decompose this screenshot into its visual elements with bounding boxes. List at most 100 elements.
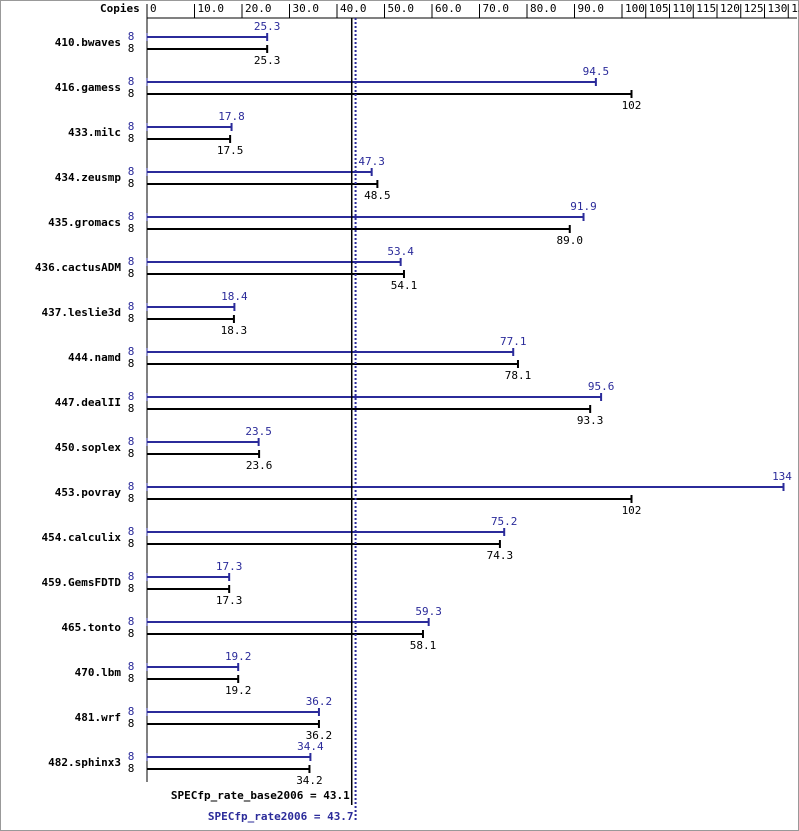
copies-label: 8 [128, 615, 135, 628]
x-tick-label: 135 [791, 2, 799, 15]
copies-label: 8 [128, 300, 135, 313]
copies-label: 8 [128, 312, 135, 325]
value-label: 17.3 [216, 560, 243, 573]
value-label: 47.3 [358, 155, 385, 168]
copies-label: 8 [128, 435, 135, 448]
copies-label: 8 [128, 30, 135, 43]
copies-label: 8 [128, 210, 135, 223]
value-label: 59.3 [415, 605, 442, 618]
x-tick-label: 0 [150, 2, 157, 15]
value-label: 94.5 [583, 65, 610, 78]
copies-label: 8 [128, 750, 135, 763]
category-label: 481.wrf [75, 711, 121, 724]
value-label: 19.2 [225, 684, 252, 697]
copies-label: 8 [128, 222, 135, 235]
category-label: 470.lbm [75, 666, 122, 679]
copies-label: 8 [128, 402, 135, 415]
category-label: 437.leslie3d [42, 306, 121, 319]
copies-label: 8 [128, 660, 135, 673]
copies-label: 8 [128, 165, 135, 178]
value-label: 102 [622, 99, 642, 112]
copies-label: 8 [128, 492, 135, 505]
value-label: 102 [622, 504, 642, 517]
value-label: 54.1 [391, 279, 418, 292]
value-label: 48.5 [364, 189, 391, 202]
x-tick-label: 105 [649, 2, 669, 15]
copies-label: 8 [128, 717, 135, 730]
reference-label: SPECfp_rate_base2006 = 43.1 [171, 789, 350, 802]
value-label: 23.5 [245, 425, 272, 438]
x-tick-label: 50.0 [388, 2, 415, 15]
copies-label: 8 [128, 762, 135, 775]
copies-label: 8 [128, 627, 135, 640]
value-label: 23.6 [246, 459, 273, 472]
copies-label: 8 [128, 447, 135, 460]
copies-label: 8 [128, 132, 135, 145]
x-tick-label: 30.0 [293, 2, 320, 15]
category-label: 435.gromacs [48, 216, 121, 229]
copies-header: Copies [100, 2, 140, 15]
x-tick-label: 70.0 [483, 2, 510, 15]
category-label: 482.sphinx3 [48, 756, 121, 769]
value-label: 53.4 [387, 245, 414, 258]
category-label: 465.tonto [61, 621, 121, 634]
x-tick-label: 100 [625, 2, 645, 15]
reference-label: SPECfp_rate2006 = 43.7 [208, 810, 354, 823]
x-tick-label: 40.0 [340, 2, 367, 15]
value-label: 75.2 [491, 515, 518, 528]
category-label: 447.dealII [55, 396, 121, 409]
value-label: 95.6 [588, 380, 615, 393]
copies-label: 8 [128, 87, 135, 100]
copies-label: 8 [128, 75, 135, 88]
x-tick-label: 130 [768, 2, 788, 15]
category-label: 434.zeusmp [55, 171, 122, 184]
category-label: 410.bwaves [55, 36, 121, 49]
copies-label: 8 [128, 390, 135, 403]
x-tick-label: 60.0 [435, 2, 462, 15]
value-label: 34.2 [296, 774, 323, 787]
category-label: 454.calculix [42, 531, 122, 544]
value-label: 17.8 [218, 110, 245, 123]
value-label: 18.4 [221, 290, 248, 303]
value-label: 17.3 [216, 594, 243, 607]
value-label: 36.2 [306, 729, 333, 742]
copies-label: 8 [128, 525, 135, 538]
category-label: 444.namd [68, 351, 121, 364]
x-tick-label: 90.0 [578, 2, 605, 15]
value-label: 36.2 [306, 695, 333, 708]
category-label: 450.soplex [55, 441, 122, 454]
value-label: 134 [772, 470, 792, 483]
x-tick-label: 125 [744, 2, 764, 15]
copies-label: 8 [128, 255, 135, 268]
x-tick-label: 10.0 [198, 2, 225, 15]
copies-label: 8 [128, 480, 135, 493]
value-label: 17.5 [217, 144, 244, 157]
copies-label: 8 [128, 672, 135, 685]
copies-label: 8 [128, 582, 135, 595]
x-tick-label: 110 [673, 2, 693, 15]
x-tick-label: 115 [696, 2, 716, 15]
value-label: 74.3 [487, 549, 514, 562]
x-tick-label: 120 [720, 2, 740, 15]
category-label: 416.gamess [55, 81, 121, 94]
value-label: 77.1 [500, 335, 527, 348]
x-tick-label: 80.0 [530, 2, 557, 15]
category-label: 436.cactusADM [35, 261, 121, 274]
value-label: 18.3 [221, 324, 248, 337]
category-label: 459.GemsFDTD [42, 576, 122, 589]
category-label: 453.povray [55, 486, 122, 499]
copies-label: 8 [128, 177, 135, 190]
value-label: 93.3 [577, 414, 604, 427]
copies-label: 8 [128, 705, 135, 718]
copies-label: 8 [128, 537, 135, 550]
value-label: 25.3 [254, 54, 281, 67]
value-label: 78.1 [505, 369, 532, 382]
value-label: 91.9 [570, 200, 597, 213]
value-label: 34.4 [297, 740, 324, 753]
copies-label: 8 [128, 120, 135, 133]
value-label: 58.1 [410, 639, 437, 652]
copies-label: 8 [128, 357, 135, 370]
category-label: 433.milc [68, 126, 121, 139]
